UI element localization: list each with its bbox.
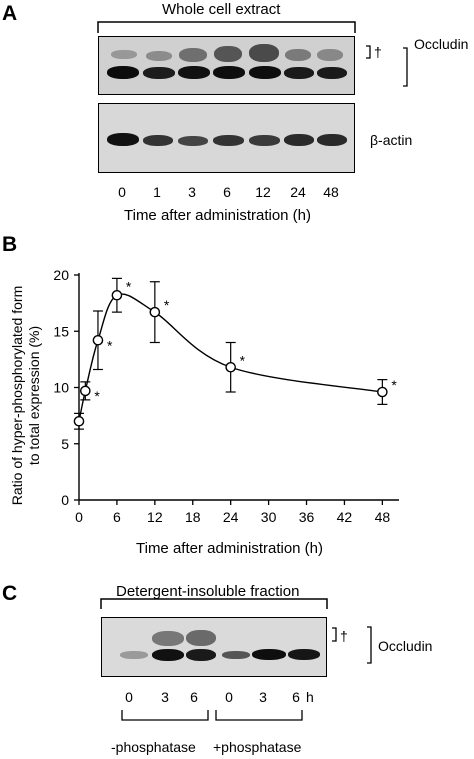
data-point	[111, 289, 123, 301]
y-tick-label: 10	[53, 380, 69, 396]
panel-c-lane: 6	[190, 689, 198, 705]
panel-a-lane: 6	[223, 184, 231, 200]
occludin-blot-a	[98, 36, 355, 95]
panel-a-lane: 3	[188, 184, 196, 200]
panel-a-header: Whole cell extract	[162, 1, 281, 18]
x-tick-label: 48	[375, 509, 391, 525]
y-axis-label: Ratio of hyper-phosphorylated formto tot…	[9, 286, 42, 505]
occludin-band-upper	[111, 50, 137, 59]
actin-band	[213, 135, 244, 146]
x-tick-label: 30	[261, 509, 277, 525]
actin-band	[143, 135, 173, 146]
x-tick-label: 24	[223, 509, 239, 525]
occludin-band	[120, 651, 148, 659]
panel-c-dagger-brackets	[332, 626, 372, 664]
occludin-blot-c	[101, 617, 327, 677]
data-point	[80, 385, 91, 397]
y-tick-label: 0	[61, 492, 69, 508]
occludin-band-upper	[146, 51, 172, 61]
data-point	[149, 306, 161, 318]
panel-a-dagger: †	[374, 44, 382, 60]
panel-a-xlabel: Time after administration (h)	[124, 207, 312, 224]
occludin-band-upper	[317, 49, 343, 61]
occludin-band	[252, 649, 286, 660]
occludin-band-upper	[214, 46, 242, 62]
actin-band	[107, 133, 139, 146]
x-tick-label: 36	[299, 509, 315, 525]
panel-c-unit: h	[306, 689, 314, 705]
y-tick-label: 5	[61, 436, 69, 452]
actin-band	[317, 134, 347, 146]
panel-c-dagger: †	[340, 628, 348, 644]
panel-c-occludin-label: Occludin	[378, 638, 433, 654]
panel-a-lane: 1	[153, 184, 161, 200]
panel-c-lane: 3	[259, 689, 267, 705]
y-axis-label-line1: Ratio of hyper-phosphorylated form	[9, 286, 25, 505]
occludin-band-lower	[284, 67, 314, 79]
x-tick-label: 0	[75, 509, 83, 525]
occludin-band-upper	[179, 48, 207, 62]
data-point	[73, 415, 85, 427]
data-point	[225, 361, 236, 373]
panel-a-dagger-brackets	[366, 45, 408, 87]
panel-c-header-bracket	[100, 598, 328, 609]
occludin-band-upper	[152, 631, 184, 646]
occludin-band	[288, 649, 320, 660]
panel-a-lane: 48	[323, 184, 339, 200]
occludin-band-lower	[317, 67, 347, 79]
x-tick-label: 42	[337, 509, 353, 525]
occludin-band-upper	[285, 49, 311, 61]
panel-c-group-plus: +phosphatase	[213, 739, 302, 755]
actin-blot-a	[98, 103, 355, 173]
panel-c-lane: 6	[292, 689, 300, 705]
occludin-band-lower	[143, 67, 175, 79]
y-axis-label-line2: to total expression (%)	[26, 326, 42, 465]
data-point	[377, 386, 388, 398]
panel-a-lane: 24	[290, 184, 306, 200]
significance-star: *	[240, 352, 246, 368]
panel-c-lane: 0	[125, 689, 133, 705]
panel-a-lane: 12	[255, 184, 271, 200]
x-tick-label: 18	[185, 509, 201, 525]
chart-b: 0 5 10 15 20 0 6 12 18 24 30 36 42 48 Ratio of hyper-p…	[9, 267, 399, 525]
actin-band	[284, 134, 314, 146]
panel-a-actin-label: β-actin	[370, 132, 413, 148]
occludin-band-lower	[213, 66, 245, 79]
significance-star: *	[391, 377, 397, 393]
occludin-band-upper	[249, 44, 279, 62]
panel-b-letter: B	[2, 233, 18, 256]
panel-b-xlabel: Time after administration (h)	[136, 540, 324, 557]
panel-c-lane: 0	[225, 689, 233, 705]
y-tick-label: 15	[53, 323, 69, 339]
occludin-band-lower	[186, 649, 216, 661]
panel-a-header-bracket	[97, 21, 356, 33]
actin-band	[249, 135, 280, 146]
y-tick-label: 20	[53, 267, 69, 283]
actin-band	[178, 136, 208, 146]
significance-star: *	[94, 388, 100, 404]
significance-star: *	[126, 278, 132, 294]
occludin-band-lower	[152, 649, 184, 661]
panel-c-letter: C	[2, 582, 18, 605]
occludin-band	[222, 651, 250, 659]
panel-c-group-minus: -phosphatase	[111, 739, 196, 755]
panel-c-lane: 3	[161, 689, 169, 705]
significance-star: *	[107, 337, 113, 353]
x-tick-label: 6	[113, 509, 121, 525]
occludin-band-lower	[178, 66, 210, 79]
panel-c-header: Detergent-insoluble fraction	[116, 583, 300, 600]
panel-c-group-brackets	[121, 710, 303, 721]
significance-star: *	[164, 297, 170, 313]
data-point	[92, 334, 104, 346]
x-tick-label: 12	[147, 509, 163, 525]
occludin-band-upper	[186, 630, 216, 646]
occludin-band-lower	[249, 66, 281, 79]
panel-a-occludin-label: Occludin	[414, 36, 469, 52]
occludin-band-lower	[107, 66, 139, 79]
panel-a-letter: A	[2, 2, 18, 25]
panel-a-lane: 0	[118, 184, 126, 200]
